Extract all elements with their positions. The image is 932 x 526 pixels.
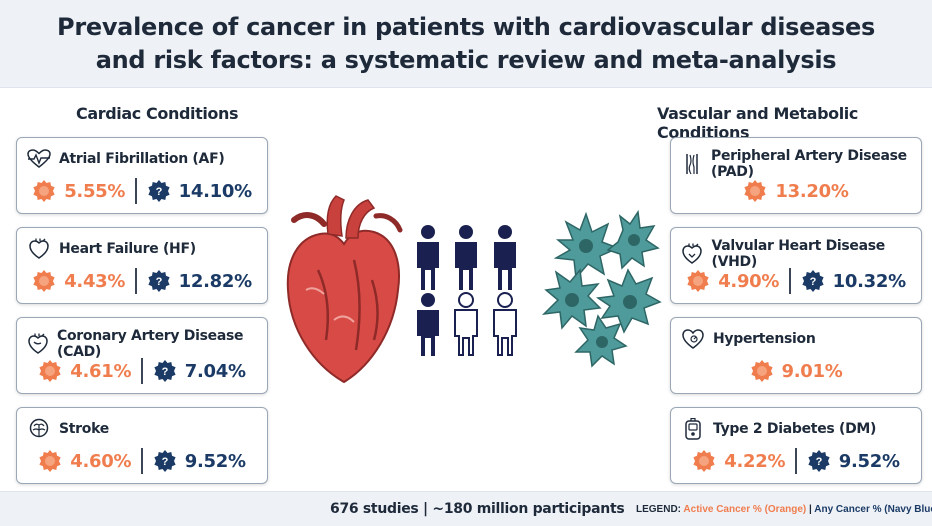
any-cancer-badge-icon: ? [153, 449, 177, 473]
study-stats: 676 studies | ~180 million participants [330, 501, 625, 517]
card-atrial-fibrillation: Atrial Fibrillation (AF) 5.55% ? 14.10% [16, 137, 268, 214]
title-line-1: Prevalence of cancer in patients with ca… [57, 12, 875, 41]
glucose-meter-icon [681, 418, 705, 440]
any-cancer-badge-icon: ? [147, 269, 171, 293]
active-cancer-value: 4.22% [724, 450, 786, 472]
heart-illustration [286, 195, 403, 384]
any-cancer-badge-icon: ? [153, 359, 177, 383]
active-cancer-badge-icon [38, 449, 62, 473]
svg-text:?: ? [815, 456, 822, 468]
card-heart-failure: Heart Failure (HF) 4.43% ? 12.82% [16, 227, 268, 304]
active-cancer-value: 4.60% [70, 450, 132, 472]
any-cancer-value: 12.82% [178, 270, 252, 292]
heart-organ-icon [27, 333, 49, 355]
any-cancer-badge-icon: ? [147, 179, 171, 203]
cancer-cells-illustration [541, 209, 662, 368]
active-cancer-badge-icon [743, 179, 767, 203]
card-valvular-heart-disease: Valvular Heart Disease (VHD) 4.90% ? 10.3… [670, 227, 922, 304]
legend-any-cancer: Any Cancer % (Navy Blue) [814, 504, 932, 515]
condition-name: Peripheral Artery Disease (PAD) [711, 148, 907, 180]
any-cancer-value: 7.04% [184, 360, 246, 382]
heartbeat-icon [27, 148, 51, 170]
svg-text:?: ? [161, 456, 168, 468]
value-divider [789, 268, 791, 294]
leg-arteries-icon [681, 153, 703, 175]
footer-bar: 676 studies | ~180 million participants … [0, 491, 932, 526]
heart-pressure-icon [681, 328, 705, 350]
svg-text:?: ? [161, 366, 168, 378]
active-cancer-badge-icon [38, 359, 62, 383]
any-cancer-value: 10.32% [832, 270, 906, 292]
brain-icon [27, 418, 51, 440]
active-cancer-badge-icon [692, 449, 716, 473]
active-cancer-value: 4.43% [64, 270, 126, 292]
patients-people-icon [417, 225, 517, 356]
condition-name: Hypertension [713, 331, 816, 347]
any-cancer-value: 9.52% [184, 450, 246, 472]
title-line-2: and risk factors: a systematic review an… [95, 45, 837, 74]
card-peripheral-artery-disease: Peripheral Artery Disease (PAD) 13.20% [670, 137, 922, 214]
value-divider [141, 358, 143, 384]
value-divider [141, 448, 143, 474]
active-cancer-value: 13.20% [775, 180, 849, 202]
condition-name: Heart Failure (HF) [59, 241, 196, 257]
heart-organ-icon [27, 238, 51, 260]
any-cancer-value: 9.52% [838, 450, 900, 472]
cardiac-conditions-heading: Cardiac Conditions [76, 104, 239, 123]
any-cancer-badge-icon: ? [801, 269, 825, 293]
condition-name: Coronary Artery Disease (CAD) [57, 328, 244, 360]
heart-organ-icon [681, 243, 704, 265]
value-divider [135, 268, 137, 294]
active-cancer-badge-icon [32, 269, 56, 293]
value-divider [135, 178, 137, 204]
legend-separator: | [809, 504, 812, 515]
card-stroke: Stroke 4.60% ? 9.52% [16, 407, 268, 484]
card-coronary-artery-disease: Coronary Artery Disease (CAD) 4.61% ? 7.0… [16, 317, 268, 394]
active-cancer-value: 9.01% [781, 360, 843, 382]
active-cancer-badge-icon [32, 179, 56, 203]
active-cancer-value: 5.55% [64, 180, 126, 202]
active-cancer-value: 4.90% [718, 270, 780, 292]
condition-name: Stroke [59, 421, 109, 437]
any-cancer-value: 14.10% [178, 180, 252, 202]
svg-text:?: ? [155, 276, 162, 288]
condition-name: Atrial Fibrillation (AF) [59, 151, 225, 167]
active-cancer-badge-icon [750, 359, 774, 383]
svg-text:?: ? [809, 276, 816, 288]
card-type-2-diabetes: Type 2 Diabetes (DM) 4.22% ? 9.52% [670, 407, 922, 484]
card-hypertension: Hypertension 9.01% [670, 317, 922, 394]
active-cancer-value: 4.61% [70, 360, 132, 382]
value-divider [795, 448, 797, 474]
any-cancer-badge-icon: ? [807, 449, 831, 473]
svg-text:?: ? [155, 186, 162, 198]
condition-name: Valvular Heart Disease (VHD) [711, 238, 886, 270]
condition-name: Type 2 Diabetes (DM) [713, 421, 877, 437]
title-banner: Prevalence of cancer in patients with ca… [0, 0, 932, 88]
legend: LEGEND: Active Cancer % (Orange) | Any C… [636, 504, 932, 515]
legend-active-cancer: Active Cancer % (Orange) [683, 504, 807, 515]
legend-label: LEGEND: [636, 504, 681, 515]
active-cancer-badge-icon [686, 269, 710, 293]
